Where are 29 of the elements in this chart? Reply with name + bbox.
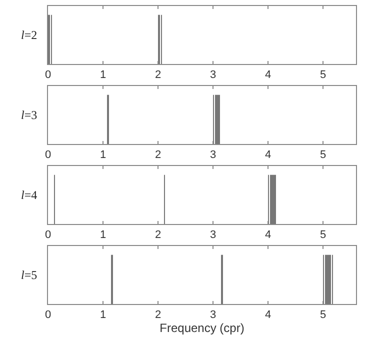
x-tick-label: 5 <box>320 149 326 162</box>
y-axis-title: l=3 <box>21 108 38 122</box>
x-tick-label: 4 <box>264 309 272 322</box>
x-tick-label: 0 <box>44 309 52 322</box>
x-tick-label: 4 <box>264 149 272 162</box>
x-tick-label: 3 <box>210 309 216 322</box>
x-tick-label: 0 <box>44 149 52 162</box>
y-axis-title: l=5 <box>21 268 38 282</box>
x-tick-label: 1 <box>100 229 106 242</box>
x-tick-label: 1 <box>100 69 106 82</box>
x-tick-label: 5 <box>320 229 326 242</box>
x-tick-label: 0 <box>44 69 52 82</box>
x-tick-label: 2 <box>154 309 162 322</box>
x-tick-label: 5 <box>320 69 326 82</box>
x-tick-label: 1 <box>100 149 106 162</box>
x-tick-label: 0 <box>44 229 52 242</box>
x-tick-label: 4 <box>264 229 272 242</box>
x-tick-label: 1 <box>100 309 106 322</box>
y-axis-title: l=2 <box>21 28 38 42</box>
x-tick-label: 5 <box>320 309 326 322</box>
x-tick-label: 3 <box>210 69 216 82</box>
x-tick-label: 2 <box>154 229 162 242</box>
x-tick-label: 4 <box>264 69 272 82</box>
x-tick-label: 2 <box>154 149 162 162</box>
x-tick-label: 2 <box>154 69 162 82</box>
y-axis-title: l=4 <box>21 188 38 202</box>
x-tick-label: 3 <box>210 229 216 242</box>
x-axis-title: Frequency (cpr) <box>160 321 244 336</box>
x-tick-label: 3 <box>210 149 216 162</box>
